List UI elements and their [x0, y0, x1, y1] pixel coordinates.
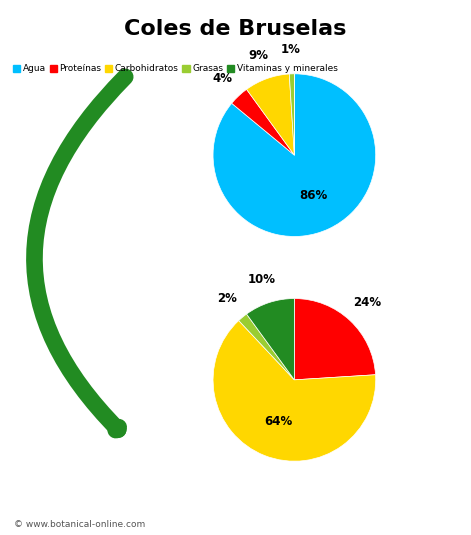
Text: 4%: 4%	[212, 72, 232, 85]
Wedge shape	[294, 299, 375, 380]
Text: 2%: 2%	[217, 292, 237, 305]
Text: Coles de Bruselas: Coles de Bruselas	[124, 19, 347, 39]
FancyArrowPatch shape	[34, 77, 125, 430]
Text: 86%: 86%	[299, 189, 327, 202]
Text: 9%: 9%	[249, 49, 268, 62]
Wedge shape	[232, 89, 294, 155]
Text: 10%: 10%	[248, 273, 276, 286]
Wedge shape	[247, 299, 294, 380]
Wedge shape	[247, 74, 294, 155]
Text: 1%: 1%	[281, 43, 301, 56]
Text: 64%: 64%	[264, 415, 292, 428]
Wedge shape	[289, 74, 294, 155]
Wedge shape	[239, 314, 294, 380]
Wedge shape	[213, 74, 376, 236]
Legend: Agua, Proteínas, Carbohidratos, Grasas, Vitaminas y minerales: Agua, Proteínas, Carbohidratos, Grasas, …	[9, 60, 341, 77]
Text: 24%: 24%	[353, 296, 381, 309]
Wedge shape	[213, 320, 376, 461]
Text: © www.botanical-online.com: © www.botanical-online.com	[14, 519, 146, 529]
